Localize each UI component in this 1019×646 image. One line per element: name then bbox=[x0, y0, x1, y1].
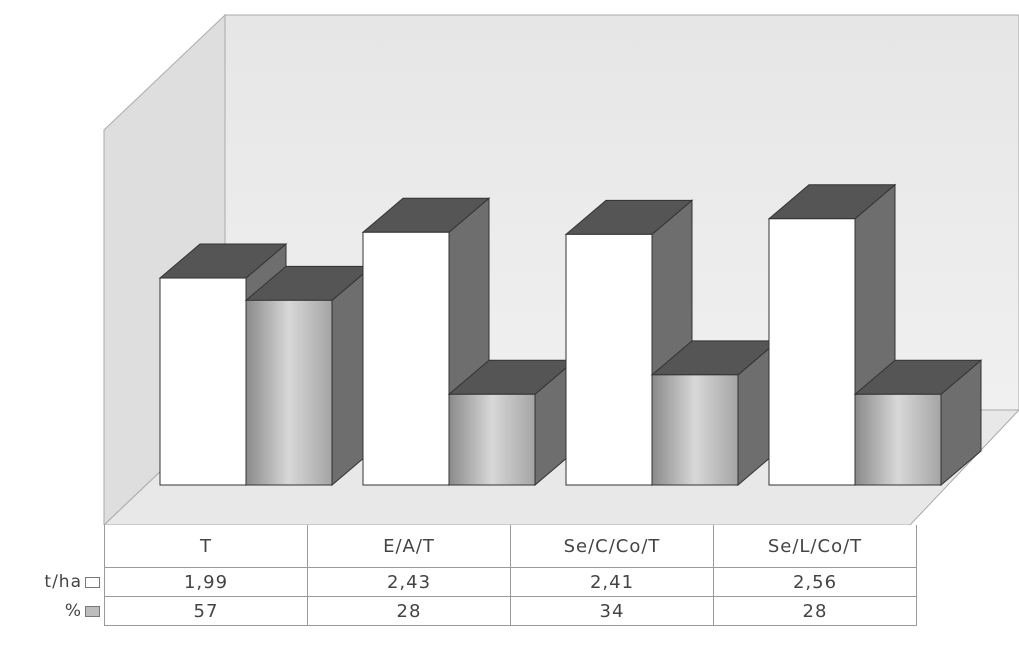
bar-t-ha-Se-C-Co-T bbox=[564, 199, 694, 487]
data-label-tha-T: 1,99 bbox=[104, 567, 308, 597]
data-label-percent-E-A-T: 28 bbox=[307, 596, 511, 626]
chart-plot bbox=[103, 13, 1019, 525]
bar-percent-T bbox=[244, 265, 374, 487]
data-label-tha-Se-L-Co-T: 2,56 bbox=[713, 567, 917, 597]
category-label-E-A-T: E/A/T bbox=[307, 525, 511, 568]
legend-swatch-tha bbox=[85, 576, 100, 588]
legend-swatch-percent bbox=[85, 605, 100, 617]
data-label-tha-Se-C-Co-T: 2,41 bbox=[510, 567, 714, 597]
bar-percent-Se-C-Co-T bbox=[650, 339, 780, 487]
category-label-Se-L-Co-T: Se/L/Co/T bbox=[713, 525, 917, 568]
bar-percent-Se-L-Co-T bbox=[853, 359, 983, 487]
legend-entry-tha: t/ha bbox=[0, 568, 105, 597]
data-label-percent-Se-C-Co-T: 34 bbox=[510, 596, 714, 626]
data-label-tha-E-A-T: 2,43 bbox=[307, 567, 511, 597]
table-corner bbox=[0, 525, 105, 568]
series-name-percent: % bbox=[64, 601, 82, 621]
category-label-T: T bbox=[104, 525, 308, 568]
series-name-tha: t/ha bbox=[44, 572, 82, 592]
data-table: T E/A/T Se/C/Co/T Se/L/Co/T t/ha 1,99 2,… bbox=[0, 525, 1019, 646]
legend-entry-percent: % bbox=[0, 597, 105, 626]
data-label-percent-Se-L-Co-T: 28 bbox=[713, 596, 917, 626]
category-label-Se-C-Co-T: Se/C/Co/T bbox=[510, 525, 714, 568]
data-label-percent-T: 57 bbox=[104, 596, 308, 626]
bar-percent-E-A-T bbox=[447, 359, 577, 487]
